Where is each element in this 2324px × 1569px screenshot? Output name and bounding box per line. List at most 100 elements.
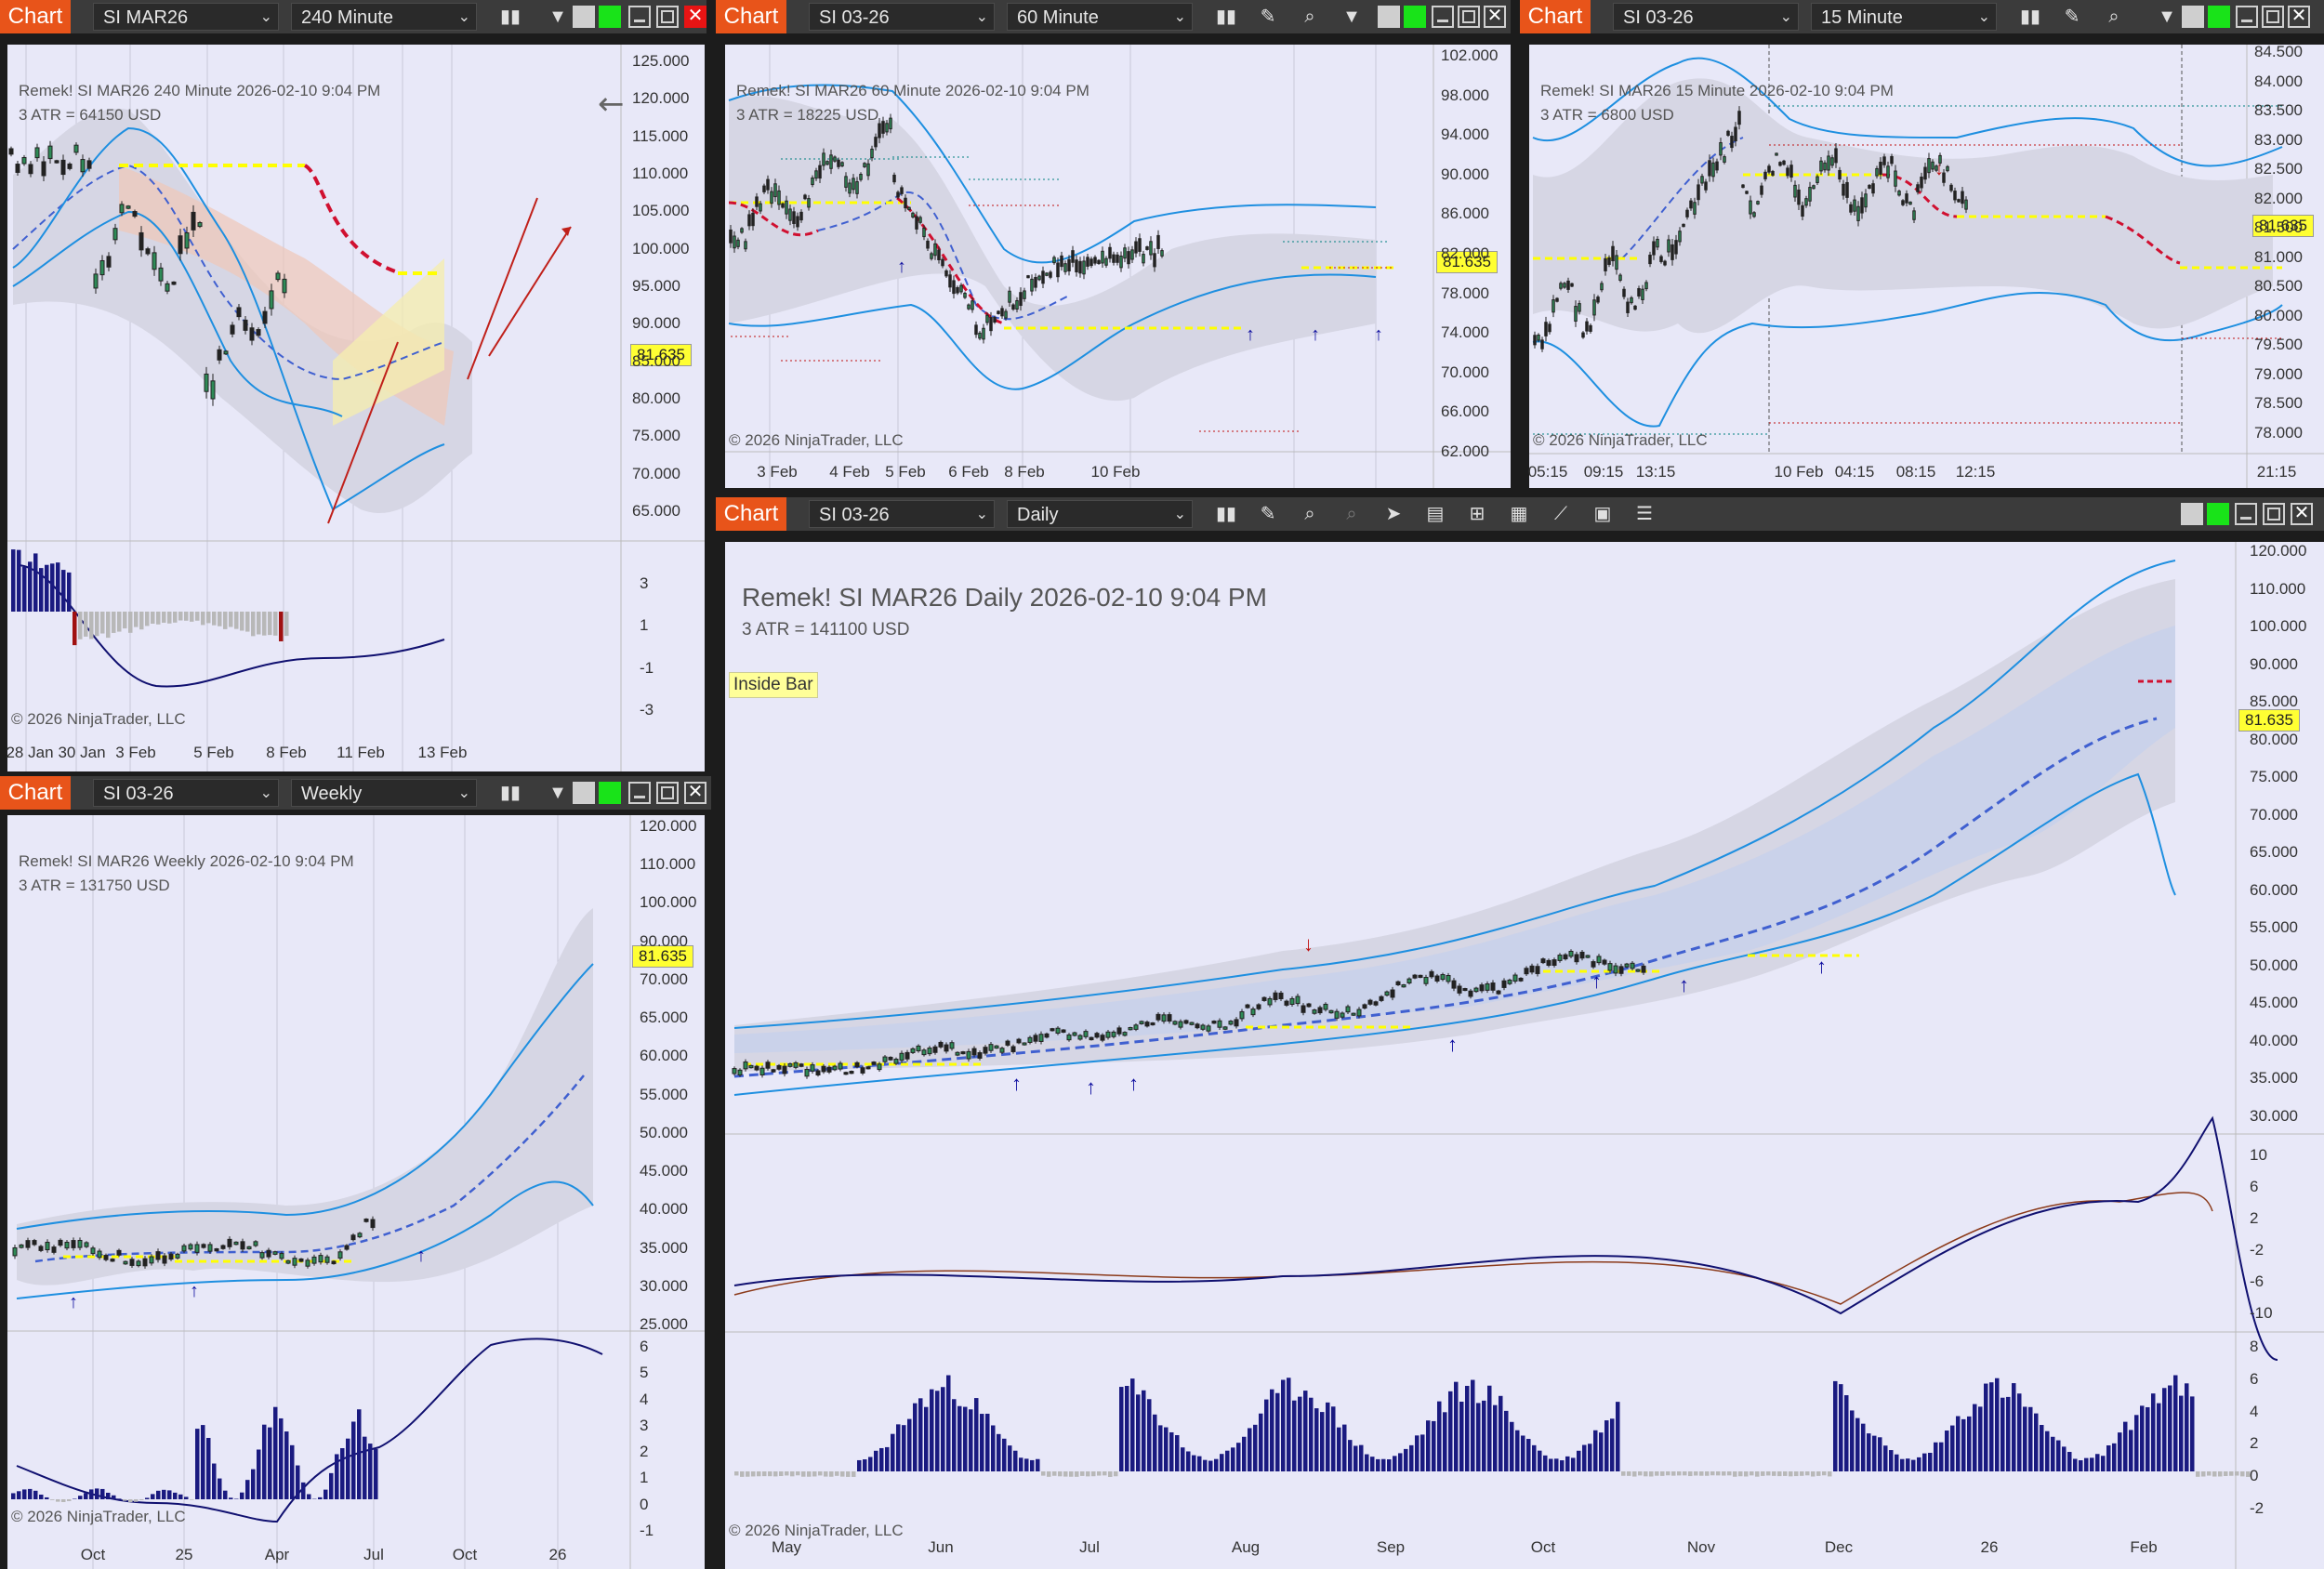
chart-label[interactable]: Chart xyxy=(716,497,786,531)
histogram-bar xyxy=(1934,1442,1938,1471)
zoom-icon[interactable]: ⌕ xyxy=(2108,7,2119,27)
dropdown-icon[interactable]: ▼ xyxy=(2158,7,2176,27)
chart-graphic: ↑ xyxy=(1011,1072,1022,1095)
link-green-button[interactable] xyxy=(599,6,621,28)
chart-label[interactable]: Chart xyxy=(1520,0,1591,33)
candle-body xyxy=(944,1044,949,1052)
indicators-icon[interactable]: ▦ xyxy=(1510,504,1528,524)
axis-tick-label: 75.000 xyxy=(632,427,680,445)
link-grey-button[interactable] xyxy=(1378,6,1400,28)
instrument-selector[interactable]: SI 03-26 ⌄ xyxy=(93,779,279,807)
candle-body xyxy=(1490,982,1496,991)
maximize-button[interactable] xyxy=(656,6,679,28)
link-green-button[interactable] xyxy=(599,782,621,804)
close-button[interactable]: ✕ xyxy=(684,782,706,804)
close-button[interactable]: ✕ xyxy=(2291,503,2313,525)
histogram-bar xyxy=(1448,1391,1453,1471)
close-button[interactable]: ✕ xyxy=(1484,6,1506,28)
candle-body xyxy=(977,1052,983,1059)
chart-plot-area[interactable]: ↑ ↑ ↑ Remek! SI MAR26 Weekly 2026-02-10 9:… xyxy=(7,815,705,1569)
histogram-bar xyxy=(1816,1471,1821,1476)
close-button[interactable]: ✕ xyxy=(2288,6,2310,28)
histogram-bar xyxy=(1298,1396,1302,1471)
close-button[interactable]: ✕ xyxy=(684,6,706,28)
candle-body xyxy=(1838,169,1842,180)
chart-plot-area[interactable]: ← Remek! SI MAR26 240 Minute 2026-02-10 … xyxy=(6,45,705,771)
link-green-button[interactable] xyxy=(1404,6,1426,28)
interval-selector[interactable]: 60 Minute ⌄ xyxy=(1007,3,1193,31)
drawing-tool-icon[interactable]: ✎ xyxy=(2064,7,2080,27)
interval-selector[interactable]: Weekly ⌄ xyxy=(291,779,477,807)
interval-selector[interactable]: 15 Minute ⌄ xyxy=(1811,3,1997,31)
interval-selector[interactable]: Daily ⌄ xyxy=(1007,500,1193,528)
properties-icon[interactable]: ⊞ xyxy=(1469,504,1486,524)
data-box-icon[interactable]: ▤ xyxy=(1426,504,1445,524)
candle-body xyxy=(1041,270,1045,284)
link-grey-button[interactable] xyxy=(2182,6,2204,28)
histogram-bar xyxy=(868,1457,873,1471)
candle-body xyxy=(1633,305,1637,310)
instrument-selector[interactable]: SI 03-26 ⌄ xyxy=(1613,3,1799,31)
bar-style-icon[interactable]: ▮▮ xyxy=(499,783,521,803)
candle-body xyxy=(256,329,261,336)
link-grey-button[interactable] xyxy=(573,6,595,28)
histogram-bar xyxy=(1722,1471,1726,1476)
link-green-button[interactable] xyxy=(2207,503,2229,525)
candle-body xyxy=(1155,1013,1161,1021)
chart-graphic: ↑ xyxy=(1679,973,1689,996)
template-icon[interactable]: ▣ xyxy=(1593,504,1612,524)
axis-tick-label: 94.000 xyxy=(1441,125,1489,144)
minimize-button[interactable] xyxy=(1432,6,1454,28)
minimize-button[interactable] xyxy=(2235,503,2257,525)
candle-body xyxy=(759,203,762,212)
candle-body xyxy=(910,1048,916,1053)
list-icon[interactable]: ☰ xyxy=(1636,504,1653,524)
instrument-selector[interactable]: SI 03-26 ⌄ xyxy=(809,3,995,31)
dropdown-icon[interactable]: ▼ xyxy=(1342,7,1361,27)
chart-label[interactable]: Chart xyxy=(0,776,71,810)
dropdown-icon[interactable]: ▼ xyxy=(548,783,567,803)
histogram-bar xyxy=(67,572,72,612)
instrument-selector[interactable]: SI 03-26 ⌄ xyxy=(809,500,995,528)
candle-body xyxy=(99,259,105,276)
chart-plot-area[interactable]: ↑ ↑ ↑ ↑ ↑ ↑ ↑ ↓ Remek! SI MAR26 Daily 2026-02-… xyxy=(725,542,2324,1569)
maximize-button[interactable] xyxy=(656,782,679,804)
link-green-button[interactable] xyxy=(2208,6,2230,28)
histogram-bar xyxy=(1889,1450,1894,1471)
chart-plot-area[interactable]: ↓ Remek! SI MAR26 15 Minute 2026-02-10 9… xyxy=(1528,43,2324,488)
chart-label[interactable]: Chart xyxy=(716,0,786,33)
chart-plot-area[interactable]: ↑ ↑ ↑ ↑ Remek! SI MAR26 60 Minute 2026-02-1… xyxy=(725,45,1511,488)
bar-style-icon[interactable]: ▮▮ xyxy=(1215,7,1236,27)
histogram-bar xyxy=(1454,1381,1459,1471)
maximize-button[interactable] xyxy=(1458,6,1480,28)
instrument-selector[interactable]: SI MAR26 ⌄ xyxy=(93,3,279,31)
histogram-bar xyxy=(139,1499,144,1500)
candle-body xyxy=(197,222,203,228)
pointer-icon[interactable]: ➤ xyxy=(1385,504,1402,524)
candle-body xyxy=(119,204,125,214)
bar-style-icon[interactable]: ▮▮ xyxy=(499,7,521,27)
maximize-button[interactable] xyxy=(2263,503,2285,525)
axis-tick-label: 12:15 xyxy=(1955,463,1996,481)
dropdown-icon[interactable]: ▼ xyxy=(548,7,567,27)
interval-selector[interactable]: 240 Minute ⌄ xyxy=(291,3,477,31)
minimize-button[interactable] xyxy=(2236,6,2258,28)
zoom-out-icon[interactable]: ⌕ xyxy=(1346,504,1357,524)
minimize-button[interactable] xyxy=(628,6,651,28)
bar-style-icon[interactable]: ▮▮ xyxy=(2019,7,2040,27)
candle-body xyxy=(838,1062,843,1070)
histogram-bar xyxy=(184,1496,189,1499)
link-grey-button[interactable] xyxy=(2181,503,2203,525)
minimize-button[interactable] xyxy=(628,782,651,804)
histogram-bar xyxy=(1181,1447,1185,1471)
zoom-icon[interactable]: ⌕ xyxy=(1304,504,1315,524)
chart-label[interactable]: Chart xyxy=(0,0,71,33)
zoom-icon[interactable]: ⌕ xyxy=(1304,7,1315,27)
maximize-button[interactable] xyxy=(2262,6,2284,28)
bar-style-icon[interactable]: ▮▮ xyxy=(1215,504,1236,524)
link-grey-button[interactable] xyxy=(573,782,595,804)
drawing-tool-icon[interactable]: ✎ xyxy=(1260,7,1276,27)
drawing-tool-icon[interactable]: ✎ xyxy=(1260,504,1276,524)
candle-body xyxy=(1723,156,1726,163)
strategies-icon[interactable]: ⟋ xyxy=(1554,504,1567,524)
